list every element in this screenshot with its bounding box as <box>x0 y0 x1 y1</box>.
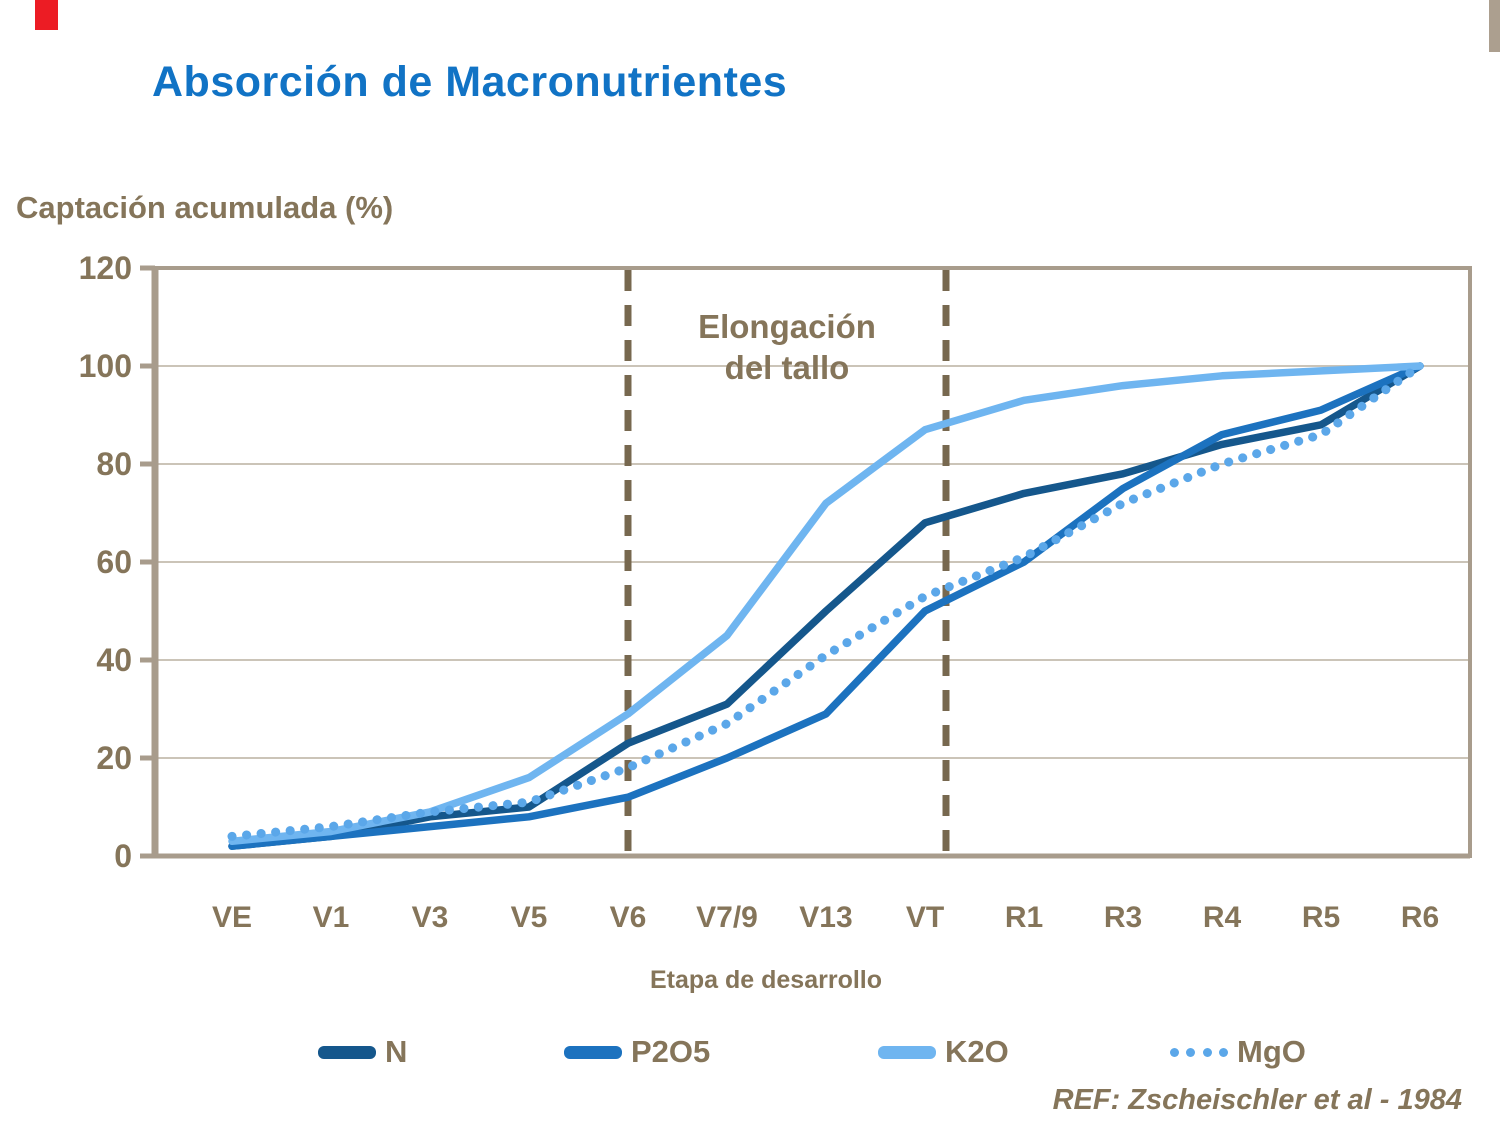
legend-label-mgo: MgO <box>1237 1034 1306 1069</box>
legend-item-mgo: MgO <box>1170 1032 1306 1072</box>
y-tick-label-100: 100 <box>78 348 132 384</box>
legend-label-k2o: K2O <box>945 1034 1009 1069</box>
page-title: Absorción de Macronutrientes <box>152 58 788 106</box>
x-tick-label-R4: R4 <box>1202 901 1242 934</box>
stem-elongation-annotation: Elongación del tallo <box>698 308 876 386</box>
mgo-dot-icon <box>1218 1047 1228 1057</box>
x-tick-label-R1: R1 <box>1004 901 1044 934</box>
y-tick-label-0: 0 <box>114 838 132 874</box>
mgo-dot-icon <box>1202 1047 1212 1057</box>
tan-accent-mark <box>1489 0 1500 52</box>
x-tick-label-V5: V5 <box>510 901 548 934</box>
x-tick-label-VE: VE <box>211 901 253 934</box>
n-line-swatch <box>318 1045 376 1059</box>
x-tick-label-R3: R3 <box>1103 901 1143 934</box>
x-tick-label-V6: V6 <box>609 901 647 934</box>
mgo-dotted-swatch <box>1170 1046 1228 1059</box>
x-tick-label-V1: V1 <box>312 901 350 934</box>
p2o5-line-swatch <box>564 1045 622 1059</box>
legend-item-n: N <box>318 1032 407 1072</box>
red-accent-bar <box>35 0 58 30</box>
y-tick-label-20: 20 <box>96 740 132 776</box>
mgo-dot-icon <box>1186 1047 1196 1057</box>
y-axis-title: Captación acumulada (%) <box>16 190 394 225</box>
legend-item-p2o5: P2O5 <box>564 1032 710 1072</box>
y-tick-label-40: 40 <box>96 642 132 678</box>
reference-citation: REF: Zscheischler et al - 1984 <box>1052 1084 1462 1116</box>
x-tick-label-V3: V3 <box>411 901 449 934</box>
x-tick-label-R5: R5 <box>1301 901 1341 934</box>
x-tick-label-V7-9: V7/9 <box>696 901 758 934</box>
legend-label-p2o5: P2O5 <box>631 1034 711 1069</box>
x-tick-label-V13: V13 <box>799 901 853 934</box>
legend-label-n: N <box>385 1034 408 1069</box>
x-tick-label-R6: R6 <box>1400 901 1440 934</box>
k2o-line-swatch <box>878 1045 936 1059</box>
chart-legend: N P2O5 K2O MgO <box>0 1032 1500 1072</box>
y-tick-label-120: 120 <box>78 250 132 286</box>
x-axis-title: Etapa de desarrollo <box>649 966 883 994</box>
x-tick-label-VT: VT <box>905 901 945 934</box>
legend-item-k2o: K2O <box>878 1032 1009 1072</box>
mgo-dot-icon <box>1170 1047 1179 1057</box>
y-tick-label-80: 80 <box>96 446 132 482</box>
y-tick-label-60: 60 <box>96 544 132 580</box>
